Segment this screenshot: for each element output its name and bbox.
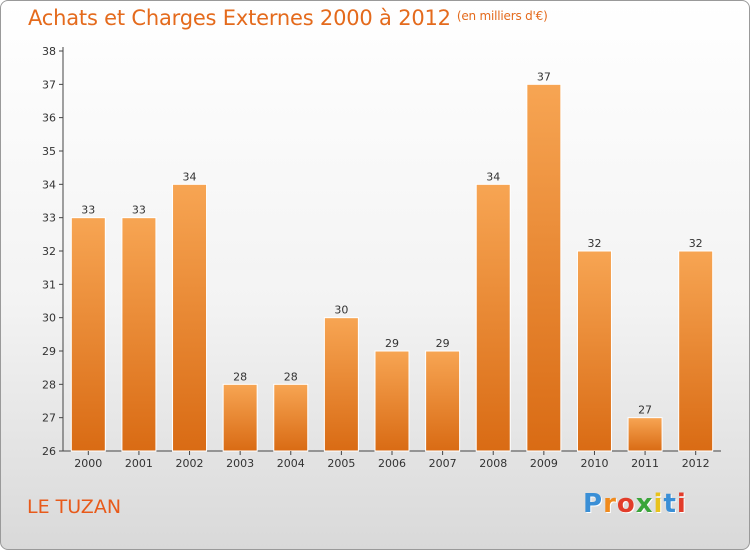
y-tick-label: 27 bbox=[42, 412, 56, 425]
logo-letter: P bbox=[583, 489, 604, 519]
logo-letter: i bbox=[676, 489, 687, 519]
bar-2002 bbox=[172, 183, 208, 452]
x-tick-label-2007: 2007 bbox=[429, 457, 457, 470]
y-tick-label: 37 bbox=[42, 78, 56, 91]
bar-2010 bbox=[576, 250, 612, 452]
data-label-2008: 34 bbox=[486, 170, 500, 183]
y-tick-label: 29 bbox=[42, 345, 56, 358]
y-tick-label: 28 bbox=[42, 378, 56, 391]
data-label-2000: 33 bbox=[81, 204, 95, 217]
logo-letter: o bbox=[616, 489, 636, 519]
x-tick-label-2006: 2006 bbox=[378, 457, 406, 470]
place-name: LE TUZAN bbox=[27, 496, 122, 518]
proxiti-logo[interactable]: Proxiti bbox=[583, 489, 687, 519]
x-tick-label-2009: 2009 bbox=[530, 457, 558, 470]
x-tick-label-2001: 2001 bbox=[125, 457, 153, 470]
bars bbox=[70, 83, 714, 452]
y-tick-label: 31 bbox=[42, 278, 56, 291]
x-tick-label-2000: 2000 bbox=[74, 457, 102, 470]
logo-letter: t bbox=[663, 489, 677, 519]
logo-letter: r bbox=[603, 489, 617, 519]
data-label-2009: 37 bbox=[537, 70, 551, 83]
bar-2005 bbox=[323, 317, 359, 452]
data-label-2007: 29 bbox=[436, 337, 450, 350]
bar-2004 bbox=[273, 383, 309, 452]
x-tick-label-2012: 2012 bbox=[682, 457, 710, 470]
data-label-2001: 33 bbox=[132, 204, 146, 217]
data-label-2006: 29 bbox=[385, 337, 399, 350]
data-label-2003: 28 bbox=[233, 370, 247, 383]
y-tick-label: 36 bbox=[42, 112, 56, 125]
y-tick-labels: 26 27 28 29 30 31 32 33 34 35 36 37 38 bbox=[42, 45, 63, 458]
bar-2006 bbox=[374, 350, 410, 452]
logo-letter: i bbox=[653, 489, 664, 519]
bar-2000 bbox=[70, 217, 106, 452]
chart-unit: (en milliers d'€) bbox=[456, 9, 548, 23]
y-tick-label: 26 bbox=[42, 445, 56, 458]
x-tick-label-2004: 2004 bbox=[277, 457, 305, 470]
x-tick-label-2008: 2008 bbox=[479, 457, 507, 470]
bar-2003 bbox=[222, 383, 258, 452]
bar-2012 bbox=[678, 250, 714, 452]
data-label-2002: 34 bbox=[183, 170, 197, 183]
y-tick-label: 32 bbox=[42, 245, 56, 258]
x-tick-label-2011: 2011 bbox=[631, 457, 659, 470]
data-label-2005: 30 bbox=[334, 304, 348, 317]
data-label-2012: 32 bbox=[689, 237, 703, 250]
bar-2009 bbox=[526, 83, 562, 452]
data-label-2011: 27 bbox=[638, 404, 652, 417]
x-tick-label-2010: 2010 bbox=[580, 457, 608, 470]
y-tick-label: 35 bbox=[42, 145, 56, 158]
chart-title: Achats et Charges Externes 2000 à 2012 (e… bbox=[28, 6, 548, 30]
data-label-2004: 28 bbox=[284, 370, 298, 383]
y-tick-label: 30 bbox=[42, 312, 56, 325]
y-tick-label: 34 bbox=[42, 178, 56, 191]
x-tick-labels: 2000 2001 2002 2003 2004 2005 2006 2007 2008 2009… bbox=[74, 451, 710, 470]
x-tick-label-2002: 2002 bbox=[176, 457, 204, 470]
y-tick-label: 38 bbox=[42, 45, 56, 58]
y-tick-label: 33 bbox=[42, 212, 56, 225]
x-tick-label-2005: 2005 bbox=[327, 457, 355, 470]
bar-2007 bbox=[425, 350, 461, 452]
chart-title-text: Achats et Charges Externes 2000 à 2012 bbox=[28, 6, 451, 30]
x-tick-label-2003: 2003 bbox=[226, 457, 254, 470]
data-labels: 33 33 34 28 28 30 29 29 34 37 32 27 32 bbox=[81, 70, 702, 416]
bar-2008 bbox=[475, 183, 511, 452]
data-label-2010: 32 bbox=[587, 237, 601, 250]
logo-letter: x bbox=[635, 489, 654, 519]
bar-2011 bbox=[627, 417, 663, 452]
bar-2001 bbox=[121, 217, 157, 452]
